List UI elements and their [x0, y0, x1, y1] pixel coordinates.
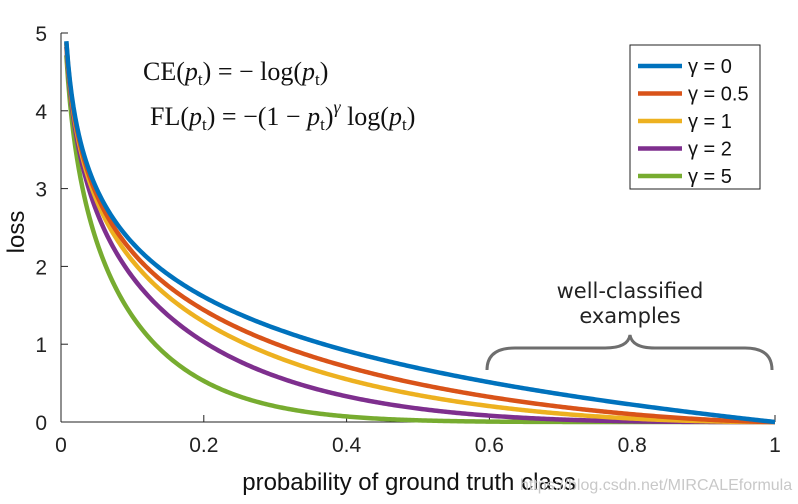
series-curves: [64, 41, 776, 425]
x-tick-label: 1: [769, 434, 781, 457]
x-axis-label: probability of ground truth class: [242, 469, 576, 496]
legend: γ = 0 γ = 0.5 γ = 1 γ = 2 γ = 5: [629, 44, 761, 190]
y-tick-label: 4: [35, 101, 47, 124]
x-tick-label: 0.4: [332, 434, 362, 457]
watermark: https://blog.csdn.net/MIRCALEformula: [520, 477, 792, 494]
y-axis-label: loss: [3, 211, 30, 254]
bracket-label-line1: well-classified: [557, 279, 704, 303]
legend-entry: γ = 0.5: [688, 84, 749, 106]
legend-entry: γ = 1: [688, 111, 732, 133]
well-classified-bracket: [485, 334, 774, 371]
axes: 0 0.2 0.4 0.6 0.8 1 0 1 2 3 4 5: [35, 23, 781, 457]
x-tick-label: 0.2: [189, 434, 218, 457]
bracket-label-line2: examples: [579, 304, 680, 328]
y-tick-label: 2: [35, 256, 47, 279]
y-tick-label: 0: [35, 412, 47, 435]
legend-box: [629, 44, 761, 190]
y-tick-label: 5: [35, 23, 47, 46]
series-line: [64, 41, 776, 425]
y-tick-label: 3: [35, 179, 47, 202]
x-tick-label: 0.6: [475, 434, 504, 457]
legend-entry: γ = 2: [688, 139, 732, 161]
x-tick-label: 0.8: [618, 434, 647, 457]
legend-entry: γ = 0: [688, 56, 732, 78]
y-tick-label: 1: [35, 334, 47, 357]
series-line: [64, 43, 776, 425]
x-tick-label: 0: [55, 434, 67, 457]
legend-entry: γ = 5: [688, 166, 732, 188]
formula-ce: CE(pt) = − log(pt): [143, 57, 328, 89]
formula-fl: FL(pt) = −(1 − pt)γ log(pt): [150, 97, 415, 134]
series-line: [64, 42, 776, 425]
